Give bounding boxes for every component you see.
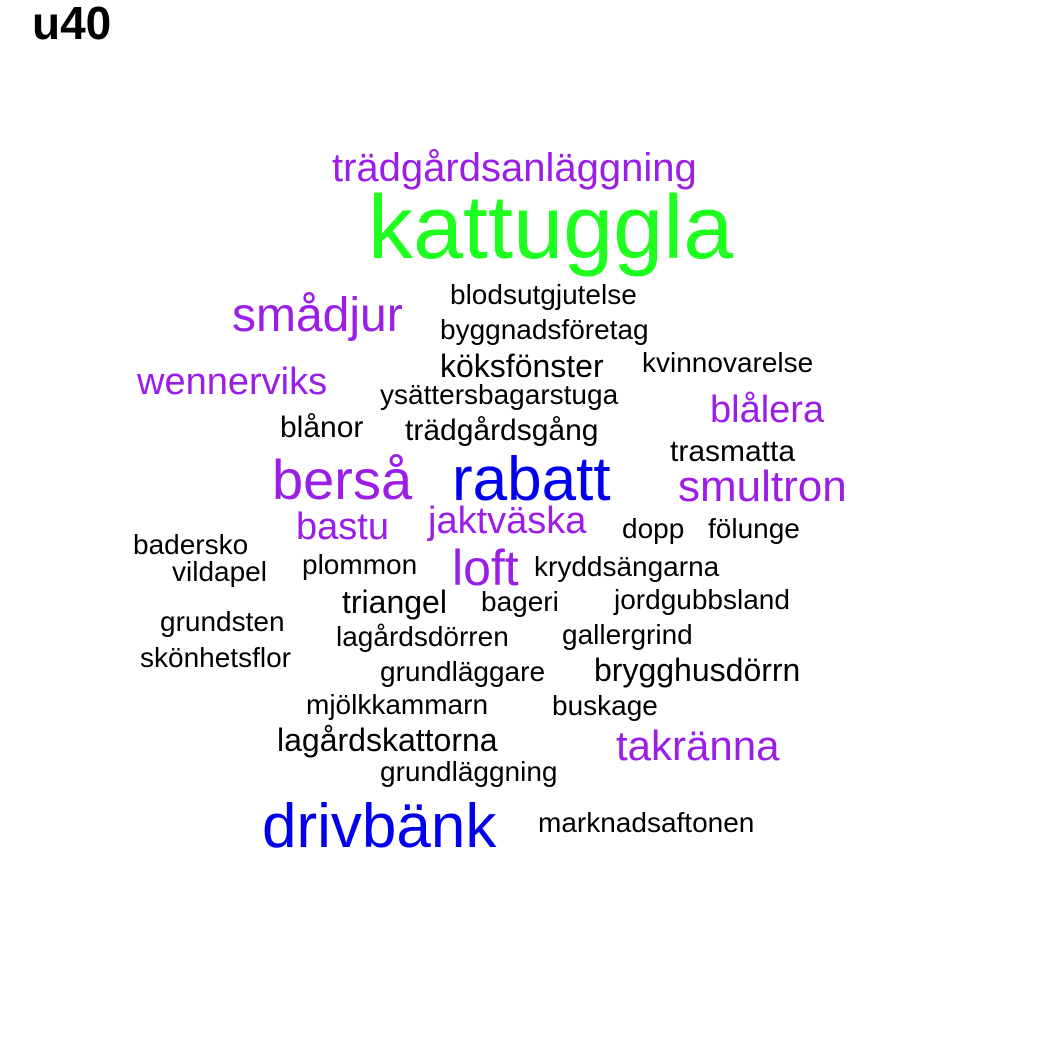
cloud-word: vildapel xyxy=(172,556,267,587)
page-title: u40 xyxy=(32,0,112,49)
cloud-word: kattuggla xyxy=(368,178,734,278)
cloud-word: grundläggare xyxy=(380,656,546,687)
cloud-word: grundläggning xyxy=(380,756,558,787)
cloud-word: dopp xyxy=(622,513,685,544)
cloud-word: berså xyxy=(272,448,413,511)
cloud-word: takränna xyxy=(616,722,780,769)
cloud-word: smådjur xyxy=(232,289,403,342)
cloud-word: blånor xyxy=(280,411,364,444)
cloud-word: blodsutgjutelse xyxy=(450,279,637,310)
cloud-word: ysättersbagarstuga xyxy=(380,379,619,410)
cloud-word: fölunge xyxy=(708,513,800,544)
cloud-word: trädgårdsgång xyxy=(405,414,599,447)
cloud-word: lagårdskattorna xyxy=(277,722,498,758)
cloud-word: brygghusdörrn xyxy=(594,652,801,688)
cloud-word: buskage xyxy=(552,690,658,721)
cloud-word: trasmatta xyxy=(670,435,796,468)
cloud-word: trädgårdsanläggning xyxy=(332,146,697,190)
cloud-word: loft xyxy=(452,540,519,596)
cloud-word: badersko xyxy=(133,529,249,560)
cloud-word: plommon xyxy=(302,549,418,580)
cloud-word: bastu xyxy=(296,506,389,548)
cloud-word: jaktväska xyxy=(428,500,587,542)
cloud-word: skönhetsflor xyxy=(140,642,291,673)
cloud-word: smultron xyxy=(678,462,847,511)
cloud-word: kryddsängarna xyxy=(534,551,720,582)
cloud-word: wennerviks xyxy=(137,361,328,403)
cloud-word: köksfönster xyxy=(440,348,604,384)
cloud-word: lagårdsdörren xyxy=(336,621,509,652)
cloud-word: bageri xyxy=(481,586,559,617)
cloud-word: kvinnovarelse xyxy=(642,347,814,378)
cloud-word: drivbänk xyxy=(262,792,497,861)
cloud-word: triangel xyxy=(342,584,447,620)
cloud-word: mjölkkammarn xyxy=(306,689,489,720)
cloud-word: byggnadsföretag xyxy=(440,314,649,345)
cloud-word: marknadsaftonen xyxy=(538,807,755,838)
cloud-word: grundsten xyxy=(160,606,285,637)
cloud-word: rabatt xyxy=(452,445,611,514)
cloud-word: jordgubbsland xyxy=(614,584,790,615)
cloud-word: blålera xyxy=(710,389,825,431)
cloud-word: gallergrind xyxy=(562,619,693,650)
